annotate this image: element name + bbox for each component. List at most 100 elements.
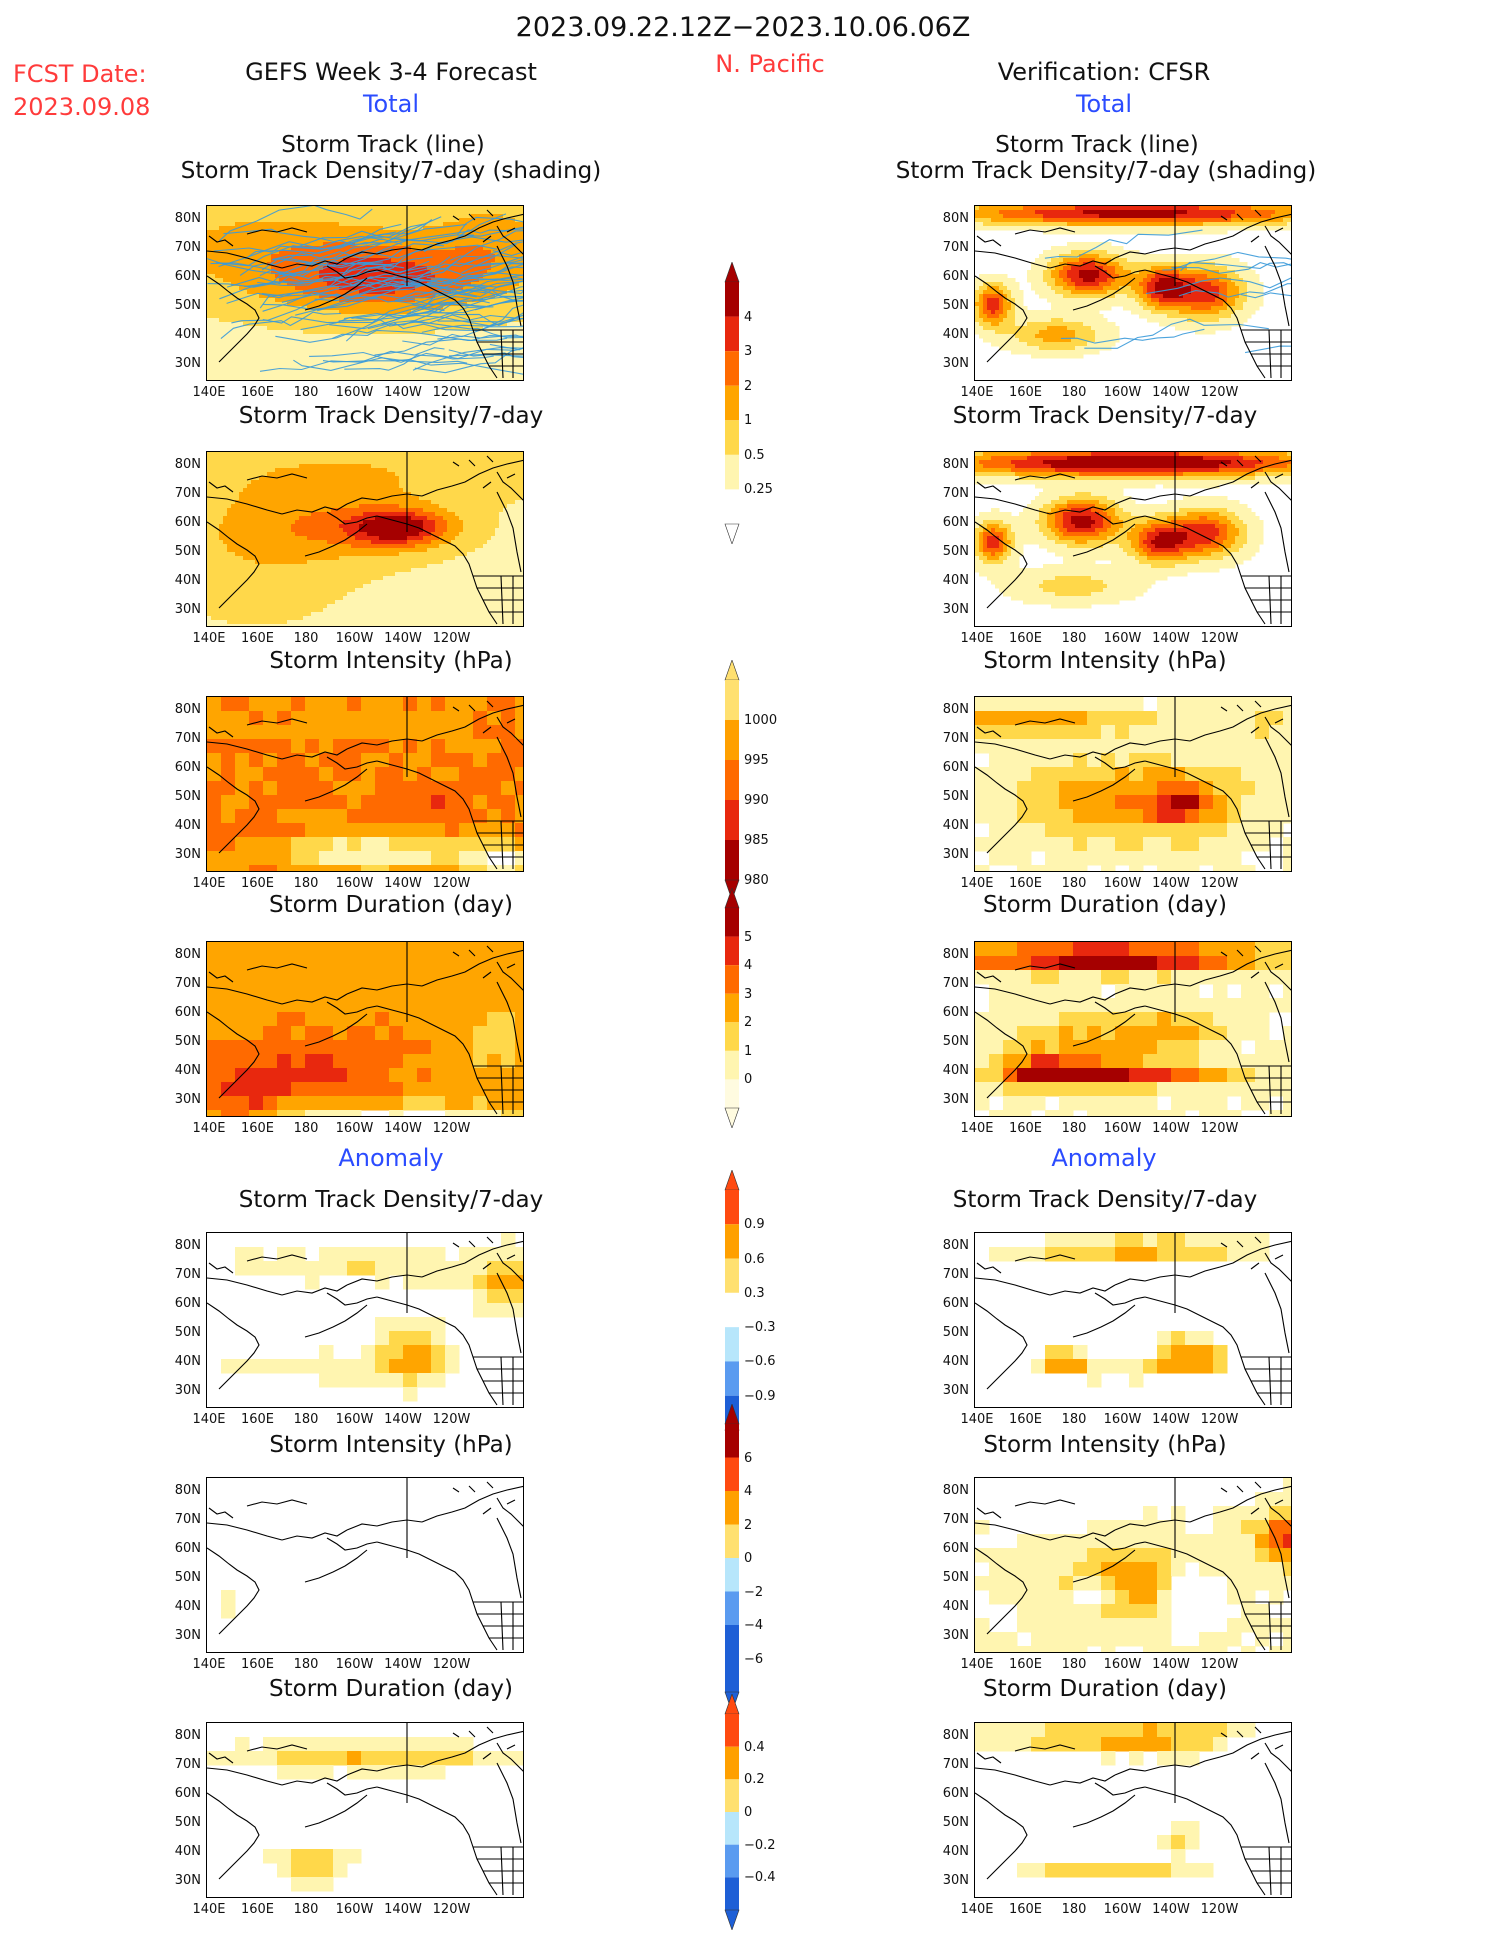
lon-tick-label: 180 [1061,1412,1087,1427]
lat-tick-label: 60N [174,515,201,530]
lon-tick-label: 160E [240,1657,275,1672]
lon-tick-label: 160E [240,631,275,646]
colorbar-tick-label: −0.9 [744,1388,776,1404]
gefs-map-panel [206,1722,524,1898]
lon-tick-label: 160E [1008,1657,1043,1672]
gefs-map-panel [206,1477,524,1653]
lon-tick-label: 140W [1152,1412,1190,1427]
lon-tick-label: 140W [1152,385,1190,400]
lat-tick-label: 80N [174,1238,201,1253]
colorbar-tick-label: 1 [744,1043,753,1059]
lon-tick-label: 160W [1103,1902,1142,1917]
lat-tick-label: 50N [174,1325,201,1340]
colorbar-tick-label: −6 [744,1651,764,1667]
lat-tick-label: 40N [942,818,969,833]
lat-tick-label: 50N [942,1325,969,1340]
lat-tick-label: 70N [174,1512,201,1527]
lon-tick-label: 180 [293,1657,319,1672]
lon-tick-label: 120W [432,631,471,646]
left-anomaly-label: Anomaly [338,1144,444,1172]
lat-tick-label: 60N [942,1541,969,1556]
lat-tick-label: 80N [942,947,969,962]
colorbar-tick-label: 995 [744,753,769,768]
colorbar-tick-label: 2 [744,1517,753,1533]
lat-tick-label: 80N [174,457,201,472]
cfsr-map-panel [974,1232,1292,1408]
lon-tick-label: 160E [240,1412,275,1427]
colorbar-tick-label: 2 [744,1015,753,1031]
gefs-map-panel [206,1232,524,1408]
lon-tick-label: 120W [1200,1412,1239,1427]
colorbar-tick-label: 5 [744,929,753,945]
lon-tick-label: 120W [1200,1657,1239,1672]
lon-tick-label: 180 [1061,385,1087,400]
lat-tick-label: 70N [942,1512,969,1527]
lat-tick-label: 50N [942,544,969,559]
colorbar-tick-label: 3 [744,986,753,1002]
lat-tick-label: 30N [942,1383,969,1398]
region-title: N. Pacific [715,50,825,78]
lon-tick-label: 140W [1152,631,1190,646]
lon-tick-label: 120W [432,1121,471,1136]
lon-tick-label: 120W [1200,1121,1239,1136]
colorbar-tick-label: 3 [744,344,753,360]
lat-tick-label: 70N [174,1267,201,1282]
lat-tick-label: 40N [942,1354,969,1369]
panel-title: Storm Duration (day) [269,892,513,918]
lat-tick-label: 40N [942,1063,969,1078]
gefs-map-panel [206,205,524,381]
colorbar-tick-label: −0.3 [744,1320,776,1336]
lon-tick-label: 140W [384,1902,422,1917]
lat-tick-label: 70N [174,976,201,991]
panel-title: Storm Track Density/7-day [952,403,1258,429]
lon-tick-label: 160W [335,631,374,646]
lon-tick-label: 140W [1152,1657,1190,1672]
lat-tick-label: 40N [942,327,969,342]
intensity-anomaly-colorbar: 6 4 2 0 −2 −4 −6 [722,1403,782,1713]
lon-tick-label: 140E [960,1412,994,1427]
left-total-label: Total [362,90,420,118]
fcst-date-label: FCST Date: [13,60,147,88]
lat-tick-label: 70N [174,486,201,501]
lon-tick-label: 120W [1200,876,1239,891]
lat-tick-label: 30N [174,356,201,371]
panel-title: Storm Intensity (hPa) [983,1432,1227,1458]
lon-tick-label: 160E [1008,1412,1043,1427]
panel-title: Storm Track Density/7-day (shading) [180,158,602,184]
colorbar-tick-label: 1 [744,413,753,429]
lon-tick-label: 140E [960,1121,994,1136]
lon-tick-label: 140W [384,1412,422,1427]
lat-tick-label: 60N [174,1296,201,1311]
lon-tick-label: 180 [1061,1121,1087,1136]
colorbar-tick-label: 4 [744,958,753,974]
lon-tick-label: 140W [384,1121,422,1136]
lat-tick-label: 40N [174,327,201,342]
colorbar-tick-label: 4 [744,309,753,325]
right-anomaly-label: Anomaly [1051,1144,1157,1172]
lon-tick-label: 140W [384,385,422,400]
colorbar-tick-label: 0.3 [744,1285,765,1301]
lat-tick-label: 50N [174,544,201,559]
lon-tick-label: 180 [293,1902,319,1917]
lon-tick-label: 140W [1152,876,1190,891]
lat-tick-label: 60N [942,1005,969,1020]
lat-tick-label: 80N [942,1728,969,1743]
cfsr-map-panel [974,205,1292,381]
lat-tick-label: 40N [174,1844,201,1859]
colorbar-tick-label: 0 [744,1551,753,1566]
lat-tick-label: 60N [174,269,201,284]
lon-tick-label: 120W [432,1902,471,1917]
colorbar-tick-label: −0.2 [744,1837,776,1853]
cfsr-map-panel [974,451,1292,627]
lon-tick-label: 160W [335,1412,374,1427]
lon-tick-label: 160E [1008,385,1043,400]
cfsr-map-panel [974,941,1292,1117]
lon-tick-label: 160E [240,385,275,400]
cfsr-map-panel [974,1477,1292,1653]
fcst-date-value: 2023.09.08 [13,93,151,121]
lon-tick-label: 120W [432,1657,471,1672]
lon-tick-label: 140W [1152,1902,1190,1917]
gefs-map-panel [206,696,524,872]
lon-tick-label: 160W [335,1902,374,1917]
lat-tick-label: 50N [174,789,201,804]
